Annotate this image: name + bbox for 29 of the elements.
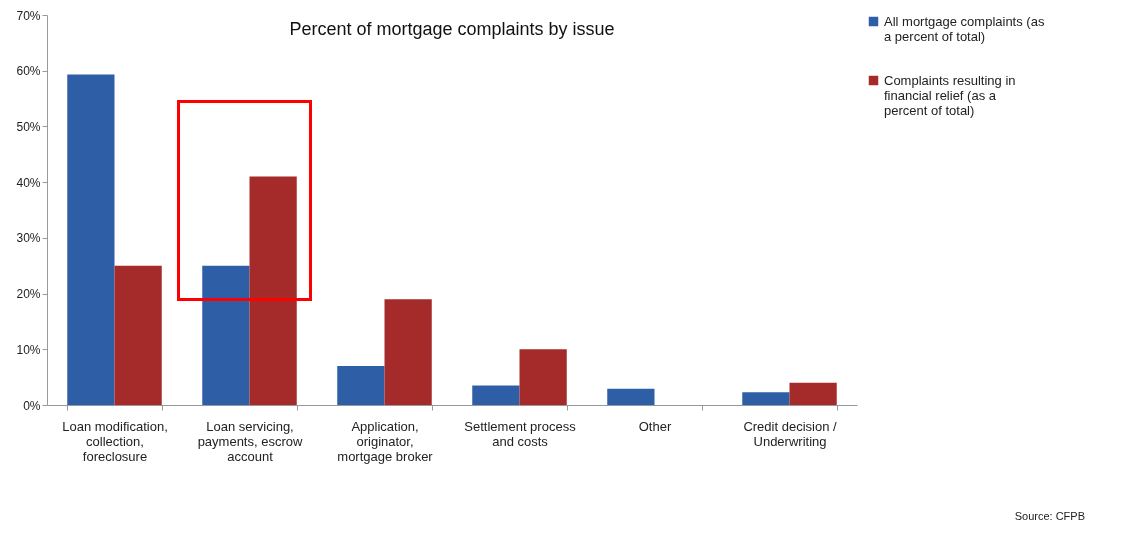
- bar: [519, 349, 567, 405]
- chart-title: Percent of mortgage complaints by issue: [289, 19, 615, 39]
- source-note: Source: CFPB: [1014, 510, 1085, 522]
- y-tick-label: 20%: [16, 287, 41, 302]
- x-tick-label: Settlement process and costs: [464, 418, 577, 449]
- y-tick-label: 60%: [16, 64, 41, 79]
- bar: [789, 382, 837, 405]
- x-tick-label: Loan modification, collection, foreclosure: [62, 418, 168, 464]
- bar: [742, 392, 790, 405]
- y-tick-label: 70%: [16, 8, 41, 23]
- legend-label: Complaints resulting in financial relief (as a percent of total): [884, 72, 1016, 118]
- y-tick-label: 30%: [16, 231, 41, 246]
- bar: [472, 385, 520, 405]
- bar: [337, 366, 385, 405]
- y-tick-label: 40%: [16, 175, 41, 190]
- bar: [67, 74, 115, 405]
- y-tick-label: 0%: [23, 398, 41, 413]
- x-tick-label: Credit decision / Underwriting: [743, 418, 837, 449]
- bar: [202, 265, 250, 405]
- x-tick-label: Loan servicing, payments, escrow account: [197, 418, 303, 464]
- bar: [607, 388, 655, 405]
- y-tick-label: 50%: [16, 119, 41, 134]
- x-tick-label: Other: [638, 418, 672, 434]
- x-tick-label: Application, originator, mortgage broker: [337, 418, 434, 464]
- bar: [114, 265, 162, 405]
- y-tick-label: 10%: [16, 342, 41, 357]
- bar: [384, 299, 432, 405]
- bar: [249, 176, 297, 405]
- legend-label: All mortgage complaints (as a percent of total): [884, 13, 1045, 44]
